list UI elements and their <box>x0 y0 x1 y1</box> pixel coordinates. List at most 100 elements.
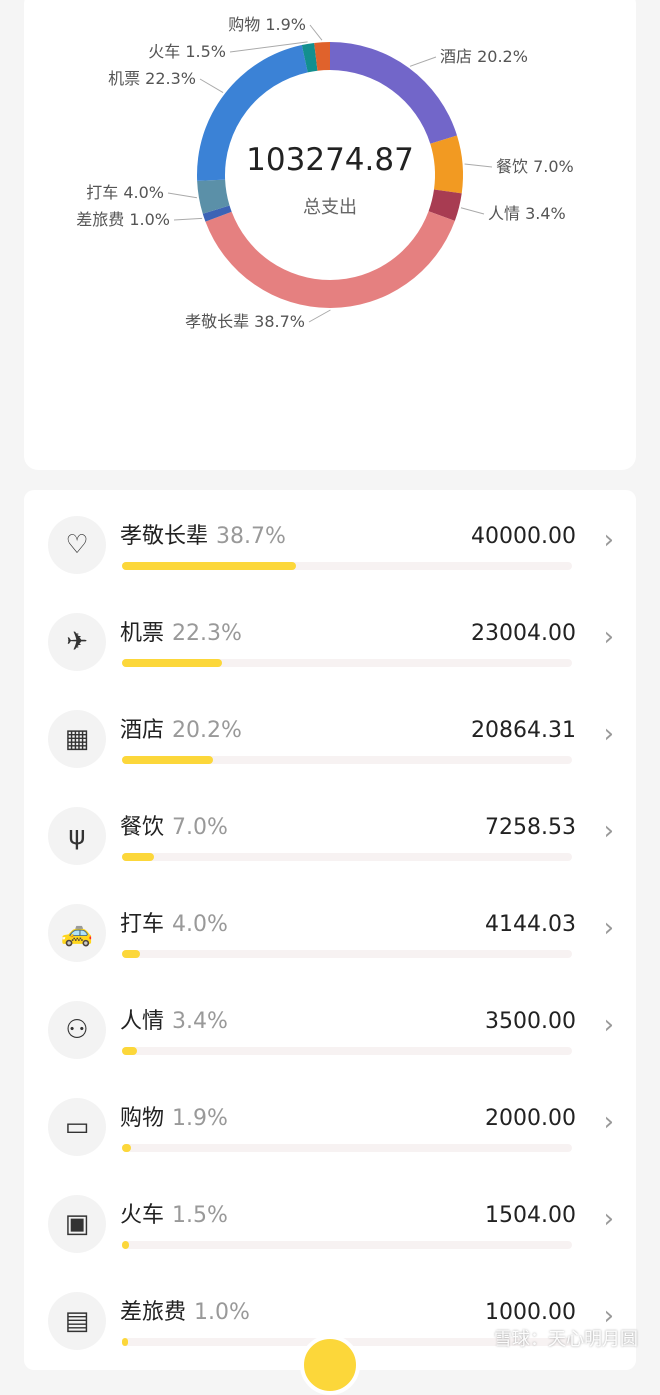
heart-hand-icon: ♡ <box>48 516 106 574</box>
category-name: 酒店 20.2% <box>120 718 242 744</box>
donut-chart: 酒店 20.2% 餐饮 7.0% 人情 3.4% 孝敬长辈 38.7% 差旅费 1.0%… <box>76 15 574 331</box>
category-name: 购物 1.9% <box>120 1106 228 1132</box>
chevron-right-icon[interactable]: › <box>603 1204 614 1234</box>
category-percent: 1.9% <box>172 1106 228 1131</box>
category-label: 差旅费 <box>120 1300 187 1325</box>
category-amount: 4144.03 <box>485 912 576 937</box>
category-row[interactable]: ▭ 购物 1.9% 2000.00 › <box>24 1082 636 1179</box>
chevron-right-icon[interactable]: › <box>603 525 614 555</box>
category-label: 购物 <box>120 1106 165 1131</box>
category-row[interactable]: ✈ 机票 22.3% 23004.00 › <box>24 597 636 694</box>
category-percent: 4.0% <box>172 912 228 937</box>
progress-track <box>122 562 572 570</box>
category-label: 机票 <box>120 621 165 646</box>
category-row[interactable]: ▣ 火车 1.5% 1504.00 › <box>24 1179 636 1276</box>
category-amount: 20864.31 <box>471 718 576 743</box>
progress-track <box>122 1241 572 1249</box>
progress-fill <box>122 1241 129 1249</box>
slice-label: 差旅费 1.0% <box>76 210 170 229</box>
slice-label: 打车 4.0% <box>86 183 164 202</box>
progress-track <box>122 659 572 667</box>
category-percent: 38.7% <box>216 524 286 549</box>
chevron-right-icon[interactable]: › <box>603 719 614 749</box>
category-name: 孝敬长辈 38.7% <box>120 524 286 550</box>
progress-track <box>122 1047 572 1055</box>
category-label: 人情 <box>120 1009 165 1034</box>
add-button[interactable] <box>300 1335 360 1395</box>
progress-fill <box>122 659 223 667</box>
category-row[interactable]: ♡ 孝敬长辈 38.7% 40000.00 › <box>24 500 636 597</box>
slice-label: 酒店 20.2% <box>440 47 528 66</box>
progress-fill <box>122 1144 131 1152</box>
leader-line <box>409 56 437 67</box>
slice-label: 购物 1.9% <box>228 15 306 34</box>
leader-line <box>173 217 203 221</box>
chevron-right-icon[interactable]: › <box>603 816 614 846</box>
slice-7 <box>301 42 318 73</box>
progress-track <box>122 1144 572 1152</box>
category-label: 火车 <box>120 1203 165 1228</box>
progress-fill <box>122 756 213 764</box>
category-percent: 7.0% <box>172 815 228 840</box>
leader-line <box>309 24 323 41</box>
progress-track <box>122 756 572 764</box>
shopping-bag-icon: ▭ <box>48 1098 106 1156</box>
category-name: 机票 22.3% <box>120 621 242 647</box>
slice-label: 机票 22.3% <box>108 69 196 88</box>
slice-label: 餐饮 7.0% <box>496 157 574 176</box>
slice-label: 火车 1.5% <box>148 42 226 61</box>
category-label: 孝敬长辈 <box>120 524 209 549</box>
chevron-right-icon[interactable]: › <box>603 1107 614 1137</box>
slice-2 <box>428 189 462 221</box>
category-percent: 20.2% <box>172 718 242 743</box>
category-percent: 1.0% <box>194 1300 250 1325</box>
leader-line <box>308 309 331 323</box>
category-percent: 22.3% <box>172 621 242 646</box>
leader-line <box>167 192 198 199</box>
category-name: 餐饮 7.0% <box>120 815 228 841</box>
chevron-right-icon[interactable]: › <box>603 913 614 943</box>
category-name: 人情 3.4% <box>120 1009 228 1035</box>
slice-4 <box>202 205 232 222</box>
slice-5 <box>197 179 230 214</box>
chevron-right-icon[interactable]: › <box>603 1010 614 1040</box>
category-row[interactable]: 🚕 打车 4.0% 4144.03 › <box>24 888 636 985</box>
category-name: 差旅费 1.0% <box>120 1300 250 1326</box>
progress-track <box>122 950 572 958</box>
chart-card <box>24 0 636 470</box>
total-amount: 103274.87 <box>246 142 414 178</box>
category-amount: 1504.00 <box>485 1203 576 1228</box>
progress-fill <box>122 1047 138 1055</box>
category-percent: 3.4% <box>172 1009 228 1034</box>
slice-label: 人情 3.4% <box>488 204 566 223</box>
train-icon: ▣ <box>48 1195 106 1253</box>
category-row[interactable]: ψ 餐饮 7.0% 7258.53 › <box>24 791 636 888</box>
progress-fill <box>122 853 154 861</box>
leader-line <box>464 163 493 168</box>
slice-8 <box>314 42 330 71</box>
suitcase-icon: ▤ <box>48 1292 106 1350</box>
slice-0 <box>330 42 457 144</box>
slice-1 <box>430 135 463 194</box>
category-list-card <box>24 490 636 1370</box>
total-label: 总支出 <box>303 197 357 218</box>
slice-label: 孝敬长辈 38.7% <box>185 312 305 331</box>
category-amount: 40000.00 <box>471 524 576 549</box>
progress-fill <box>122 1338 128 1346</box>
leader-line <box>199 78 224 94</box>
category-label: 餐饮 <box>120 815 165 840</box>
category-amount: 23004.00 <box>471 621 576 646</box>
person-exchange-icon: ⚇ <box>48 1001 106 1059</box>
category-label: 酒店 <box>120 718 165 743</box>
slice-6 <box>197 45 308 181</box>
leader-line <box>460 207 485 215</box>
building-icon: ▦ <box>48 710 106 768</box>
category-row[interactable]: ▦ 酒店 20.2% 20864.31 › <box>24 694 636 791</box>
taxi-icon: 🚕 <box>48 904 106 962</box>
progress-track <box>122 853 572 861</box>
chevron-right-icon[interactable]: › <box>603 1301 614 1331</box>
category-percent: 1.5% <box>172 1203 228 1228</box>
category-row[interactable]: ⚇ 人情 3.4% 3500.00 › <box>24 985 636 1082</box>
chevron-right-icon[interactable]: › <box>603 622 614 652</box>
fork-spoon-icon: ψ <box>48 807 106 865</box>
